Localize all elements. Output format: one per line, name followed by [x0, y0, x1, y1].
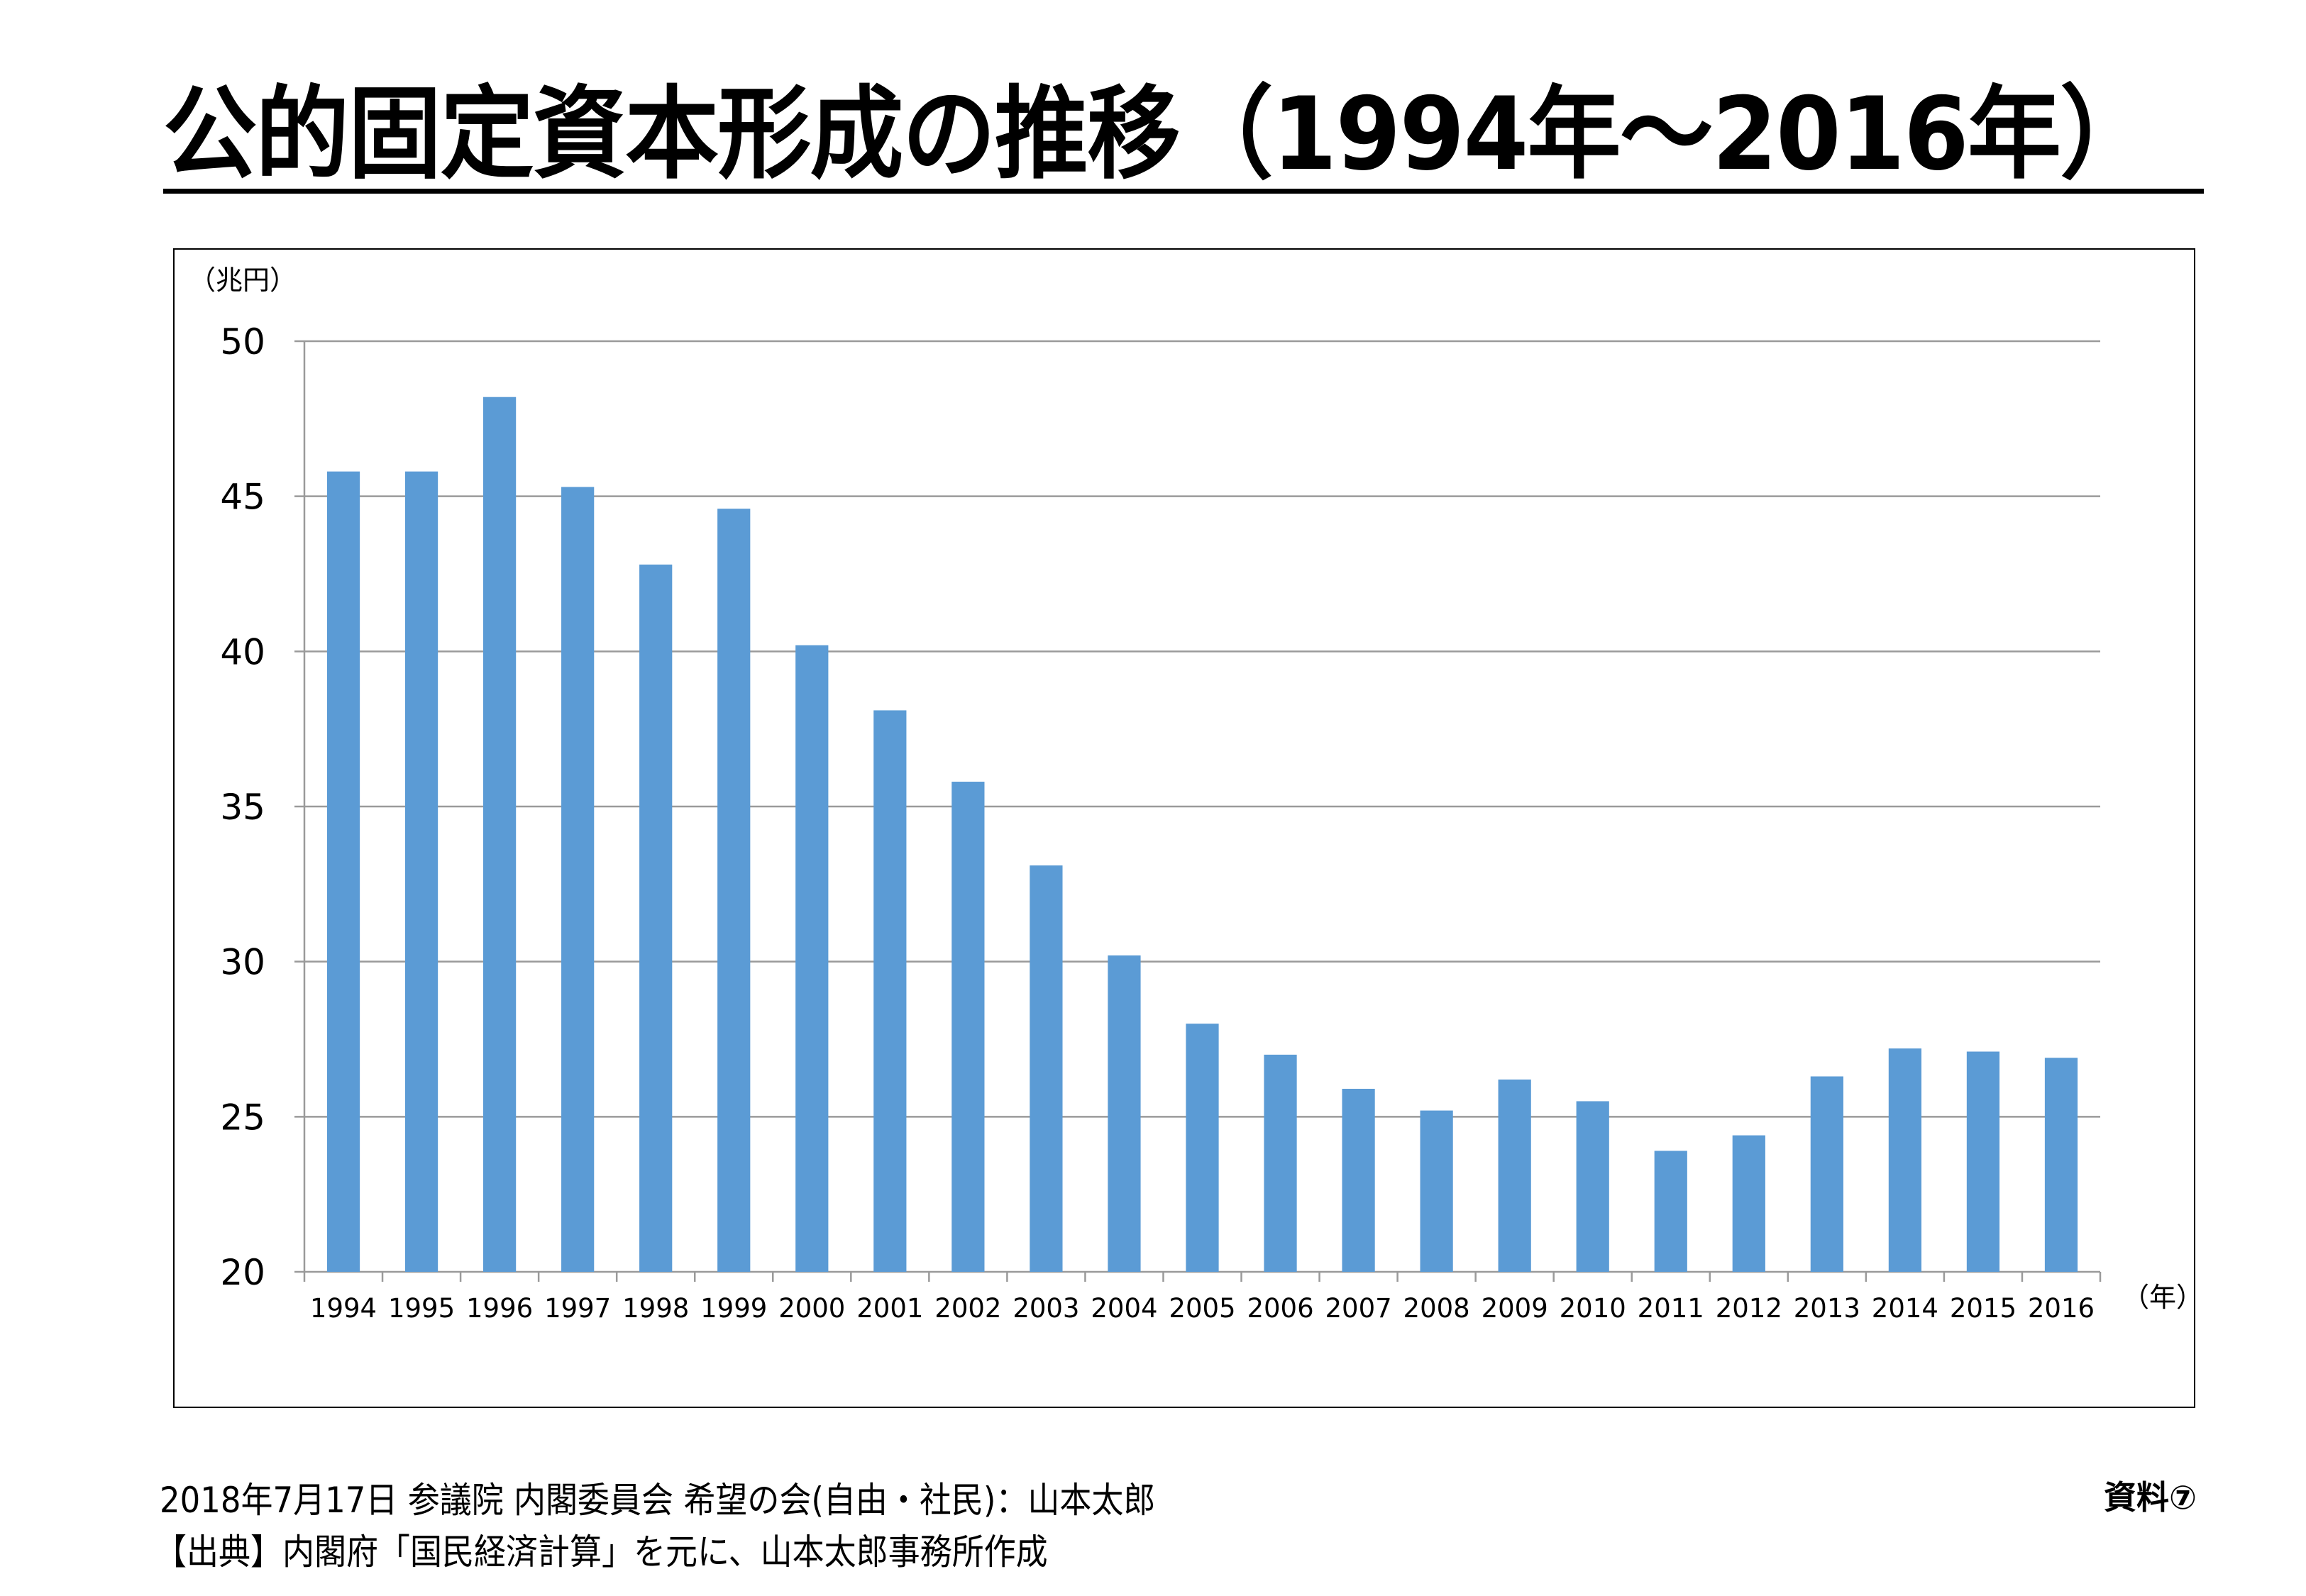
bar-2014 — [1888, 1048, 1922, 1272]
x-tick-label: 2002 — [934, 1293, 1001, 1324]
x-tick-label: 2007 — [1325, 1293, 1392, 1324]
bar-2011 — [1654, 1151, 1687, 1272]
x-tick-label: 1995 — [388, 1293, 455, 1324]
x-tick-labels: 1994 1995 1996 1997 1998 1999 2000 2001 2002 2003… — [310, 1293, 2095, 1324]
x-tick-label: 2003 — [1013, 1293, 1079, 1324]
x-tick-label: 1997 — [544, 1293, 611, 1324]
bar-2006 — [1264, 1054, 1297, 1272]
bar-chart: （兆円） （年） 20 25 30 35 40 45 50 1994 1995 1996 1997… — [189, 265, 2197, 1324]
x-tick-label: 1998 — [622, 1293, 689, 1324]
x-axis-unit-label: （年） — [2122, 1282, 2197, 1313]
x-tick-label: 1999 — [700, 1293, 767, 1324]
bar-2010 — [1576, 1101, 1609, 1272]
gridlines — [294, 340, 2102, 1282]
x-tick-label: 2000 — [778, 1293, 845, 1324]
x-tick-label: 2005 — [1169, 1293, 1235, 1324]
bar-2002 — [951, 782, 985, 1272]
x-tick-label: 2011 — [1638, 1293, 1704, 1324]
bar-2004 — [1108, 955, 1141, 1272]
x-tick-label: 1994 — [310, 1293, 377, 1324]
bar-1997 — [561, 487, 595, 1272]
bar-2005 — [1186, 1024, 1219, 1272]
bar-1995 — [404, 471, 438, 1273]
bar-2009 — [1498, 1079, 1531, 1272]
bar-2001 — [873, 710, 907, 1272]
bar-1999 — [717, 509, 751, 1272]
document-label: 資料⑦ — [2104, 1478, 2197, 1517]
x-tick-label: 2013 — [1794, 1293, 1860, 1324]
x-tick-label: 2015 — [1950, 1293, 2017, 1324]
bar-2016 — [2044, 1058, 2078, 1272]
bar-2015 — [1966, 1051, 2000, 1272]
bar-1994 — [326, 471, 360, 1273]
title-underline — [163, 189, 2204, 194]
bar-2007 — [1342, 1088, 1375, 1272]
y-tick-label: 30 — [220, 942, 265, 983]
y-tick-label: 25 — [220, 1097, 265, 1138]
y-tick-labels: 20 25 30 35 40 45 50 — [220, 321, 265, 1293]
x-tick-label: 2014 — [1872, 1293, 1938, 1324]
x-tick-label: 2016 — [2028, 1293, 2095, 1324]
y-tick-label: 35 — [220, 787, 265, 828]
x-tick-label: 1996 — [466, 1293, 533, 1324]
bar-2003 — [1030, 865, 1063, 1272]
bars — [326, 397, 2078, 1273]
y-axis-unit-label: （兆円） — [189, 265, 297, 296]
y-tick-label: 40 — [220, 631, 265, 672]
y-tick-label: 50 — [220, 321, 265, 362]
bar-2012 — [1732, 1135, 1765, 1272]
x-tick-label: 2009 — [1482, 1293, 1548, 1324]
y-tick-label: 45 — [220, 477, 265, 518]
x-tick-label: 2004 — [1091, 1293, 1157, 1324]
x-tick-label: 2001 — [856, 1293, 923, 1324]
x-tick-label: 2006 — [1247, 1293, 1313, 1324]
footer-meeting-info: 2018年7月17日 参議院 内閣委員会 希望の会(自由・社民)：山本太郎 — [160, 1480, 1156, 1521]
x-tick-label: 2010 — [1560, 1293, 1626, 1324]
x-tick-label: 2012 — [1716, 1293, 1782, 1324]
bar-1998 — [639, 564, 673, 1272]
page-title: 公的固定資本形成の推移（1994年～2016年） — [163, 76, 2153, 193]
bar-1996 — [482, 397, 517, 1272]
footer-source: 【出典】内閣府「国民経済計算」を元に、山本太郎事務所作成 — [155, 1531, 1048, 1573]
bar-2013 — [1810, 1076, 1843, 1272]
bar-2008 — [1420, 1110, 1453, 1272]
bar-2000 — [795, 645, 829, 1272]
x-tick-label: 2008 — [1403, 1293, 1470, 1324]
y-tick-label: 20 — [220, 1252, 265, 1293]
chart-frame: （兆円） （年） 20 25 30 35 40 45 50 1994 1995 1996 1997… — [173, 248, 2197, 1408]
